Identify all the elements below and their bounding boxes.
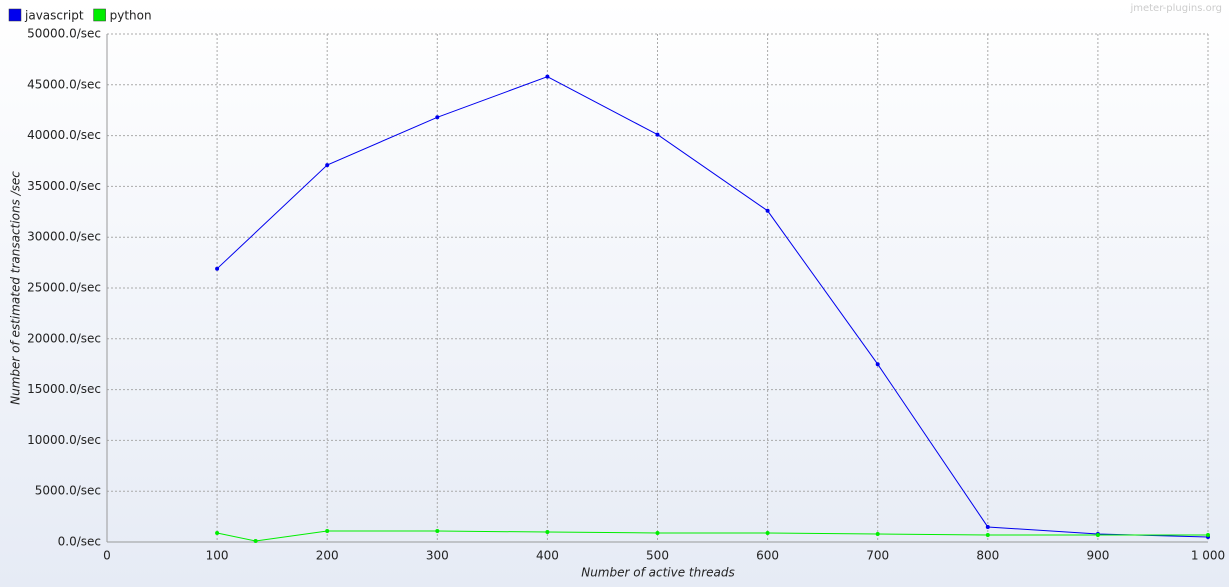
legend-label: javascript xyxy=(24,9,84,23)
y-tick-label: 0.0/sec xyxy=(58,535,101,549)
legend-swatch xyxy=(93,8,106,22)
data-point xyxy=(1206,532,1210,537)
legend-label: python xyxy=(110,9,152,23)
data-point xyxy=(985,532,990,537)
data-point xyxy=(435,115,440,120)
data-point xyxy=(325,529,330,534)
data-point xyxy=(215,266,220,271)
y-tick-label: 5000.0/sec xyxy=(35,484,101,498)
watermark: jmeter-plugins.org xyxy=(1129,3,1222,14)
y-tick-label: 40000.0/sec xyxy=(27,128,101,142)
x-tick-label: 600 xyxy=(756,549,779,563)
y-tick-label: 30000.0/sec xyxy=(27,230,101,244)
x-axis-label: Number of active threads xyxy=(581,566,735,580)
data-point xyxy=(985,524,990,529)
data-point xyxy=(655,132,660,137)
data-point xyxy=(655,530,660,535)
data-point xyxy=(435,529,440,534)
y-tick-label: 35000.0/sec xyxy=(27,179,101,193)
y-tick-label: 45000.0/sec xyxy=(27,77,101,91)
data-point xyxy=(1095,532,1100,537)
x-tick-label: 300 xyxy=(426,549,449,563)
y-tick-label: 10000.0/sec xyxy=(27,433,101,447)
series-line xyxy=(216,76,1209,538)
x-tick-label: 700 xyxy=(866,549,889,563)
x-tick-label: 400 xyxy=(536,549,559,563)
data-point xyxy=(875,362,880,367)
data-point xyxy=(215,530,220,535)
x-tick-label: 100 xyxy=(206,549,229,563)
x-tick-label: 500 xyxy=(646,549,669,563)
data-point xyxy=(325,163,330,168)
data-point xyxy=(253,538,258,543)
y-axis-label: Number of estimated transactions /sec xyxy=(9,171,23,405)
y-tick-label: 25000.0/sec xyxy=(27,281,101,295)
x-tick-label: 0 xyxy=(103,549,111,563)
x-tick-label: 800 xyxy=(976,549,999,563)
y-tick-label: 50000.0/sec xyxy=(27,27,101,41)
data-point xyxy=(875,531,880,536)
data-point xyxy=(765,530,770,535)
y-tick-label: 20000.0/sec xyxy=(27,331,101,345)
data-point xyxy=(765,208,770,213)
legend-swatch xyxy=(8,8,22,22)
x-tick-label: 1 000 xyxy=(1191,549,1225,563)
y-tick-label: 15000.0/sec xyxy=(27,382,101,396)
data-point xyxy=(545,74,550,79)
x-tick-label: 200 xyxy=(316,549,339,563)
x-tick-label: 900 xyxy=(1086,549,1109,563)
data-point xyxy=(545,530,550,535)
